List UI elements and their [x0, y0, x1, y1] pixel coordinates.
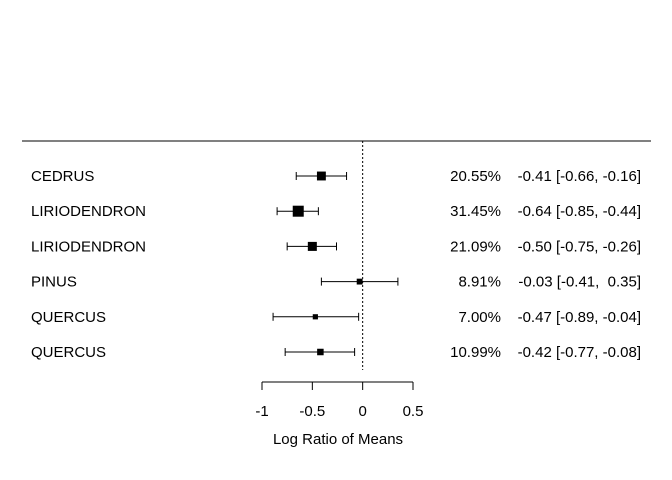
x-tick-label: 0	[358, 403, 366, 420]
ci-text: -0.50 [-0.75, -0.26]	[518, 238, 641, 255]
weight-text: 7.00%	[458, 309, 501, 326]
study-row: CEDRUS 20.55% -0.41 [-0.66, -0.16]	[31, 168, 641, 185]
x-tick-label: -0.5	[299, 403, 325, 420]
study-rows: CEDRUS 20.55% -0.41 [-0.66, -0.16] LIRIODEN…	[31, 168, 641, 361]
estimate-square	[316, 171, 326, 181]
estimate-square	[307, 241, 317, 251]
weight-text: 10.99%	[450, 344, 501, 361]
weight-text: 8.91%	[458, 274, 501, 291]
study-row: QUERCUS 10.99% -0.42 [-0.77, -0.08]	[31, 344, 641, 361]
study-label: LIRIODENDRON	[31, 238, 146, 255]
study-row: QUERCUS 7.00% -0.47 [-0.89, -0.04]	[31, 309, 641, 326]
estimate-square	[292, 205, 304, 217]
weight-text: 31.45%	[450, 203, 501, 220]
study-row: LIRIODENDRON 21.09% -0.50 [-0.75, -0.26]	[31, 238, 641, 255]
ci-text: -0.41 [-0.66, -0.16]	[518, 168, 641, 185]
x-tick-label: -1	[255, 403, 268, 420]
estimate-square	[312, 314, 318, 320]
x-axis-label: Log Ratio of Means	[273, 431, 403, 448]
ci-text: -0.64 [-0.85, -0.44]	[518, 203, 641, 220]
study-row: PINUS 8.91% -0.03 [-0.41, 0.35]	[31, 274, 641, 291]
estimate-square	[356, 278, 363, 285]
study-label: PINUS	[31, 274, 77, 291]
study-label: QUERCUS	[31, 309, 106, 326]
estimate-square	[317, 348, 324, 356]
study-label: QUERCUS	[31, 344, 106, 361]
weight-text: 20.55%	[450, 168, 501, 185]
study-row: LIRIODENDRON 31.45% -0.64 [-0.85, -0.44]	[31, 203, 641, 220]
ci-text: -0.47 [-0.89, -0.04]	[518, 309, 641, 326]
ci-text: -0.03 [-0.41, 0.35]	[518, 274, 641, 291]
ci-text: -0.42 [-0.77, -0.08]	[518, 344, 641, 361]
x-tick-label: 0.5	[403, 403, 424, 420]
study-label: CEDRUS	[31, 168, 94, 185]
study-label: LIRIODENDRON	[31, 203, 146, 220]
weight-text: 21.09%	[450, 238, 501, 255]
x-axis: -1 -0.5 0 0.5	[255, 381, 424, 420]
